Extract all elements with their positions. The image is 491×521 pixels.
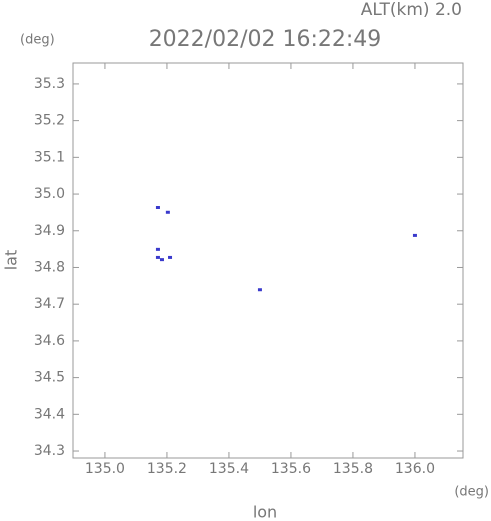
x-tick-label: 135.6 [271,461,311,477]
point [159,258,164,262]
y-tick-label: 34.7 [34,296,65,312]
point [155,255,160,259]
y-tick-label: 34.6 [34,333,65,349]
x-tick-label: 135.0 [85,461,125,477]
point [165,210,170,214]
x-unit: (deg) [454,485,489,500]
point [257,288,262,292]
y-tick-label: 35.2 [34,113,65,129]
y-tick-label: 35.1 [34,149,65,165]
x-tick-label: 136.0 [395,461,435,477]
x-axis-label: lon [253,503,277,521]
point [155,206,160,210]
x-tick-label: 135.2 [147,461,187,477]
y-axis-label: lat [2,250,21,271]
chart-title: 2022/02/02 16:22:49 [149,27,382,52]
point [412,233,417,237]
y-tick-label: 34.3 [34,443,65,459]
y-tick-label: 35.0 [34,186,65,202]
y-unit: (deg) [20,33,55,48]
y-tick-label: 34.5 [34,370,65,386]
y-tick-label: 34.8 [34,259,65,275]
x-tick-label: 135.8 [333,461,373,477]
point [155,247,160,251]
x-tick-label: 135.4 [209,461,249,477]
y-tick-label: 34.9 [34,223,65,239]
y-tick-label: 34.4 [34,406,65,422]
altitude-label: ALT(km) 2.0 [361,0,462,20]
y-tick-label: 35.3 [34,76,65,92]
point [168,255,173,259]
plot-frame [72,62,464,459]
